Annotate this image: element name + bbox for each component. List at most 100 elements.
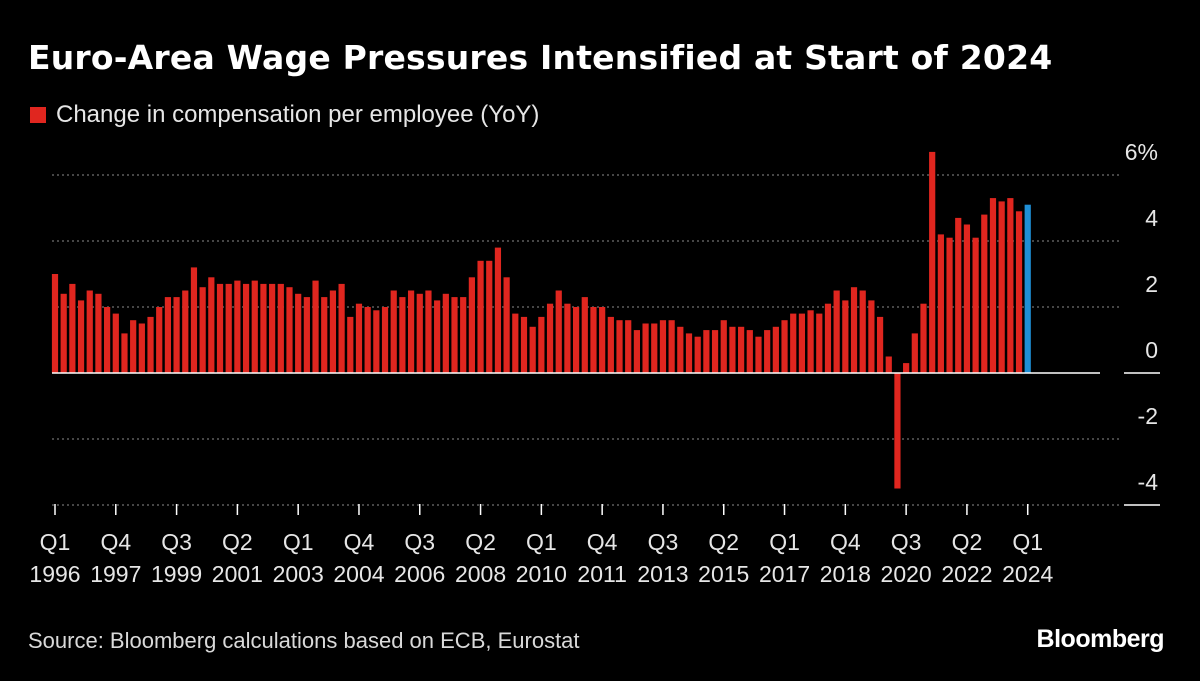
bar [260,283,267,373]
x-tick-year-label: 1997 [90,561,141,587]
bar [790,313,797,373]
bar [434,300,441,373]
bar [903,363,910,373]
bar [173,297,180,373]
bar [642,323,649,373]
x-tick-year-label: 2008 [455,561,506,587]
bar [390,290,397,373]
bar [746,330,753,373]
x-tick-quarter-label: Q4 [830,529,861,555]
legend-label: Change in compensation per employee (YoY… [56,101,540,128]
x-tick-quarter-label: Q3 [161,529,192,555]
x-tick-year-label: 1999 [151,561,202,587]
bar [668,320,675,373]
y-tick-label: -4 [1138,469,1159,495]
bar [364,307,371,373]
x-tick-year-label: 2017 [759,561,810,587]
bar [894,373,901,489]
bar [460,297,467,373]
bar [920,303,927,373]
bar [616,320,623,373]
bar [503,277,510,373]
bar [529,326,536,373]
bar [711,330,719,373]
bar [269,283,276,373]
bar [121,333,128,373]
bar [303,297,310,373]
bar [329,290,337,373]
bar [416,293,423,373]
bar [190,267,198,373]
bar [859,290,866,373]
bar [277,283,284,373]
bar [242,283,250,373]
x-tick-year-label: 2015 [698,561,749,587]
bar [842,300,849,373]
x-tick-year-label: 2020 [881,561,932,587]
x-tick-quarter-label: Q2 [222,529,253,555]
chart-title: Euro-Area Wage Pressures Intensified at … [28,38,1053,77]
bar [625,320,632,373]
bar [564,303,571,373]
bar [911,333,918,373]
y-tick-label: 6% [1125,139,1158,165]
x-tick-quarter-label: Q2 [465,529,496,555]
bar [729,326,736,373]
bar [1015,211,1023,373]
x-tick-quarter-label: Q1 [526,529,557,555]
x-tick-quarter-label: Q4 [587,529,618,555]
bar [998,201,1005,373]
bar [573,307,580,373]
legend-swatch [30,107,46,123]
x-tick-quarter-label: Q1 [40,529,71,555]
bar [833,290,840,373]
bar [399,297,406,373]
bar [850,287,858,373]
bar [104,307,111,373]
bar [407,290,415,373]
source-note: Source: Bloomberg calculations based on … [28,628,580,653]
bar [442,293,449,373]
bar [685,333,693,373]
y-tick-label: 2 [1145,271,1158,297]
x-tick-year-label: 2013 [637,561,688,587]
x-tick-quarter-label: Q1 [1012,529,1043,555]
x-tick-quarter-label: Q1 [283,529,314,555]
bar [147,316,154,373]
bar [816,313,823,373]
y-tick-label: -2 [1138,403,1158,429]
bar [989,198,997,373]
bar [590,307,597,373]
bar [764,330,771,373]
bar [607,316,614,373]
bar [694,336,701,373]
bar [451,297,458,373]
bar [868,300,875,373]
bar [720,320,727,373]
bar [546,303,554,373]
bar [86,290,93,373]
x-tick-year-label: 2003 [273,561,324,587]
bar [494,247,502,373]
x-tick-quarter-label: Q3 [648,529,679,555]
bar [538,316,545,373]
x-tick-quarter-label: Q4 [344,529,375,555]
bar [216,283,224,373]
bar [798,313,806,373]
x-tick-quarter-label: Q3 [404,529,435,555]
bar [633,330,640,373]
bar [885,356,892,373]
x-tick-year-label: 2024 [1002,561,1053,587]
bar [338,283,345,373]
bar [234,280,241,373]
bar [981,214,988,373]
brand-logo: Bloomberg [1036,625,1165,653]
bar [972,237,979,373]
x-tick-year-label: 2022 [941,561,992,587]
bar [225,283,232,373]
x-tick-quarter-label: Q2 [708,529,739,555]
bar [738,326,745,373]
bar [60,293,67,373]
bar [581,297,588,373]
bar [156,307,163,373]
